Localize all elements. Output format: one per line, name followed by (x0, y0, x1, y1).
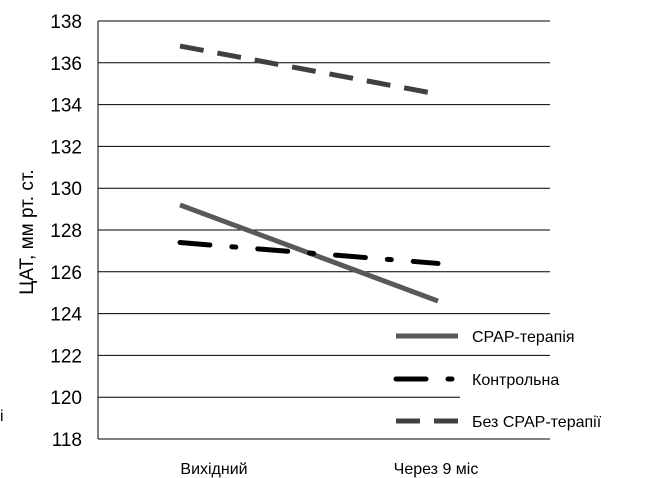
stray-text: і (0, 408, 4, 425)
y-tick-label: 130 (50, 179, 82, 200)
y-tick-label: 122 (50, 346, 82, 367)
y-tick-label: 124 (50, 305, 82, 326)
series-lines (177, 43, 441, 304)
y-tick-label: 138 (50, 12, 82, 33)
y-tick-labels: 118 120 122 124 126 128 130 132 134 136 138 (50, 12, 82, 451)
y-tick-label: 134 (50, 96, 82, 117)
y-axis-label: ЦАТ, мм рт. ст. (17, 169, 38, 294)
legend-label-2: Контрольна (472, 372, 559, 389)
legend-label-1: СРАР-терапія (472, 329, 575, 346)
y-tick-label: 126 (50, 263, 82, 284)
gridlines (97, 20, 550, 440)
x-category-labels: Вихідний Через 9 міс (180, 461, 478, 478)
x-category-label: Через 9 міс (394, 461, 479, 478)
series-line-3 (179, 43, 439, 97)
series-line-2 (177, 240, 441, 266)
y-tick-label: 118 (52, 430, 82, 451)
y-tick-label: 136 (50, 54, 82, 75)
legend-label-3: Без СРАР-терапії (472, 414, 602, 431)
y-tick-label: 120 (50, 388, 82, 409)
x-category-label: Вихідний (180, 461, 247, 478)
y-tick-label: 132 (50, 137, 82, 158)
y-tick-label: 128 (50, 221, 82, 242)
legend: СРАР-терапія Контрольна Без СРАР-терапії (393, 329, 602, 431)
